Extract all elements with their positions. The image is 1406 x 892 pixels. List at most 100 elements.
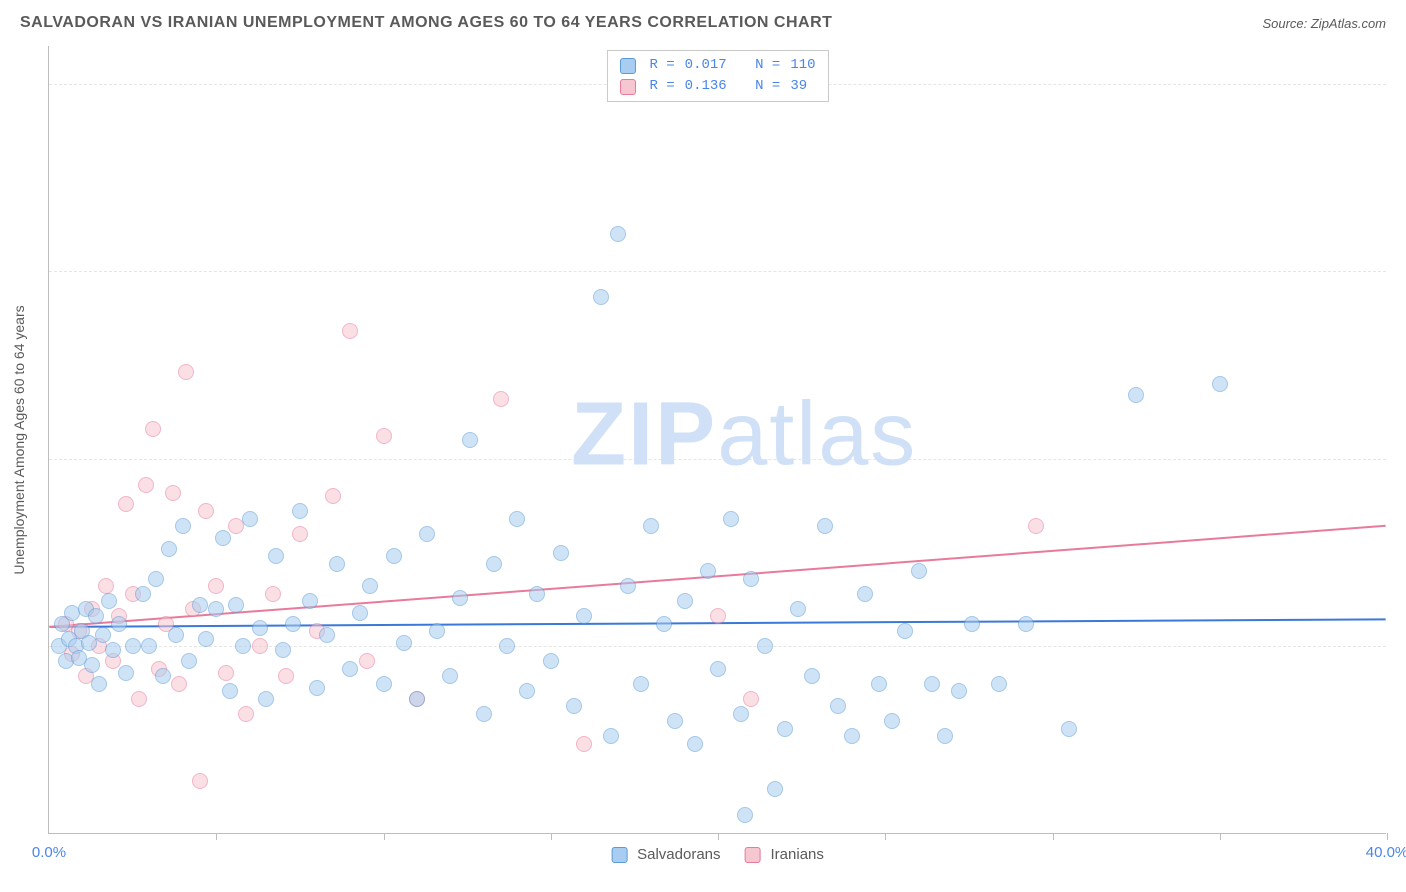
y-axis-title: Unemployment Among Ages 60 to 64 years bbox=[11, 305, 27, 574]
data-point-iranians bbox=[376, 428, 392, 444]
swatch-salvadorans-icon bbox=[619, 58, 635, 74]
data-point-salvadorans bbox=[937, 728, 953, 744]
data-point-salvadorans bbox=[452, 590, 468, 606]
data-point-salvadorans bbox=[519, 683, 535, 699]
data-point-salvadorans bbox=[101, 593, 117, 609]
x-tick bbox=[384, 833, 385, 840]
n-value-salvadorans: 110 bbox=[790, 55, 815, 76]
data-point-salvadorans bbox=[687, 736, 703, 752]
x-tick bbox=[885, 833, 886, 840]
data-point-salvadorans bbox=[319, 627, 335, 643]
stats-row-iranians: R = 0.136 N = 39 bbox=[619, 76, 815, 97]
x-tick bbox=[1387, 833, 1388, 840]
data-point-salvadorans bbox=[857, 586, 873, 602]
data-point-iranians bbox=[265, 586, 281, 602]
data-point-salvadorans bbox=[362, 578, 378, 594]
data-point-iranians bbox=[252, 638, 268, 654]
data-point-iranians bbox=[208, 578, 224, 594]
data-point-iranians bbox=[325, 488, 341, 504]
data-point-salvadorans bbox=[743, 571, 759, 587]
data-point-salvadorans bbox=[208, 601, 224, 617]
data-point-salvadorans bbox=[268, 548, 284, 564]
data-point-salvadorans bbox=[499, 638, 515, 654]
x-tick bbox=[551, 833, 552, 840]
y-tick-label: 15.0% bbox=[1394, 263, 1406, 280]
data-point-salvadorans bbox=[105, 642, 121, 658]
legend-item-iranians: Iranians bbox=[745, 846, 824, 863]
data-point-salvadorans bbox=[700, 563, 716, 579]
data-point-salvadorans bbox=[871, 676, 887, 692]
data-point-salvadorans bbox=[737, 807, 753, 823]
data-point-salvadorans bbox=[95, 627, 111, 643]
data-point-salvadorans bbox=[242, 511, 258, 527]
y-tick-label: 10.0% bbox=[1394, 450, 1406, 467]
data-point-salvadorans bbox=[911, 563, 927, 579]
data-point-salvadorans bbox=[817, 518, 833, 534]
data-point-iranians bbox=[493, 391, 509, 407]
data-point-iranians bbox=[171, 676, 187, 692]
data-point-salvadorans bbox=[161, 541, 177, 557]
data-point-salvadorans bbox=[576, 608, 592, 624]
data-point-salvadorans bbox=[593, 289, 609, 305]
data-point-salvadorans bbox=[733, 706, 749, 722]
data-point-salvadorans bbox=[302, 593, 318, 609]
data-point-iranians bbox=[178, 364, 194, 380]
watermark-bold: ZIP bbox=[571, 384, 717, 484]
series-legend: Salvadorans Iranians bbox=[611, 846, 824, 863]
data-point-iranians bbox=[218, 665, 234, 681]
x-tick bbox=[1053, 833, 1054, 840]
data-point-salvadorans bbox=[924, 676, 940, 692]
data-point-salvadorans bbox=[192, 597, 208, 613]
gridline bbox=[49, 459, 1386, 460]
data-point-salvadorans bbox=[228, 597, 244, 613]
r-value-iranians: 0.136 bbox=[685, 76, 727, 97]
data-point-iranians bbox=[710, 608, 726, 624]
plot-area: Unemployment Among Ages 60 to 64 years 5… bbox=[48, 46, 1386, 834]
r-label: R = bbox=[649, 55, 674, 76]
data-point-salvadorans bbox=[409, 691, 425, 707]
data-point-salvadorans bbox=[486, 556, 502, 572]
swatch-iranians-icon bbox=[745, 847, 761, 863]
data-point-iranians bbox=[138, 477, 154, 493]
data-point-salvadorans bbox=[181, 653, 197, 669]
source-attribution: Source: ZipAtlas.com bbox=[1262, 16, 1386, 31]
data-point-salvadorans bbox=[529, 586, 545, 602]
data-point-salvadorans bbox=[830, 698, 846, 714]
data-point-salvadorans bbox=[125, 638, 141, 654]
legend-item-salvadorans: Salvadorans bbox=[611, 846, 720, 863]
n-value-iranians: 39 bbox=[790, 76, 807, 97]
data-point-iranians bbox=[98, 578, 114, 594]
data-point-salvadorans bbox=[235, 638, 251, 654]
data-point-salvadorans bbox=[991, 676, 1007, 692]
r-label: R = bbox=[649, 76, 674, 97]
r-value-salvadorans: 0.017 bbox=[685, 55, 727, 76]
n-label: N = bbox=[755, 76, 780, 97]
stats-row-salvadorans: R = 0.017 N = 110 bbox=[619, 55, 815, 76]
data-point-salvadorans bbox=[656, 616, 672, 632]
data-point-iranians bbox=[198, 503, 214, 519]
data-point-salvadorans bbox=[1061, 721, 1077, 737]
y-tick-label: 20.0% bbox=[1394, 75, 1406, 92]
data-point-iranians bbox=[118, 496, 134, 512]
x-tick-label: 40.0% bbox=[1366, 844, 1406, 861]
data-point-salvadorans bbox=[275, 642, 291, 658]
data-point-salvadorans bbox=[804, 668, 820, 684]
data-point-iranians bbox=[278, 668, 294, 684]
data-point-iranians bbox=[192, 773, 208, 789]
data-point-salvadorans bbox=[386, 548, 402, 564]
data-point-salvadorans bbox=[509, 511, 525, 527]
data-point-salvadorans bbox=[667, 713, 683, 729]
data-point-salvadorans bbox=[777, 721, 793, 737]
data-point-salvadorans bbox=[309, 680, 325, 696]
legend-label-iranians: Iranians bbox=[771, 846, 824, 863]
data-point-iranians bbox=[131, 691, 147, 707]
data-point-salvadorans bbox=[757, 638, 773, 654]
data-point-salvadorans bbox=[252, 620, 268, 636]
data-point-salvadorans bbox=[884, 713, 900, 729]
data-point-salvadorans bbox=[342, 661, 358, 677]
swatch-iranians-icon bbox=[619, 79, 635, 95]
data-point-iranians bbox=[165, 485, 181, 501]
legend-label-salvadorans: Salvadorans bbox=[637, 846, 720, 863]
x-tick bbox=[216, 833, 217, 840]
data-point-salvadorans bbox=[91, 676, 107, 692]
